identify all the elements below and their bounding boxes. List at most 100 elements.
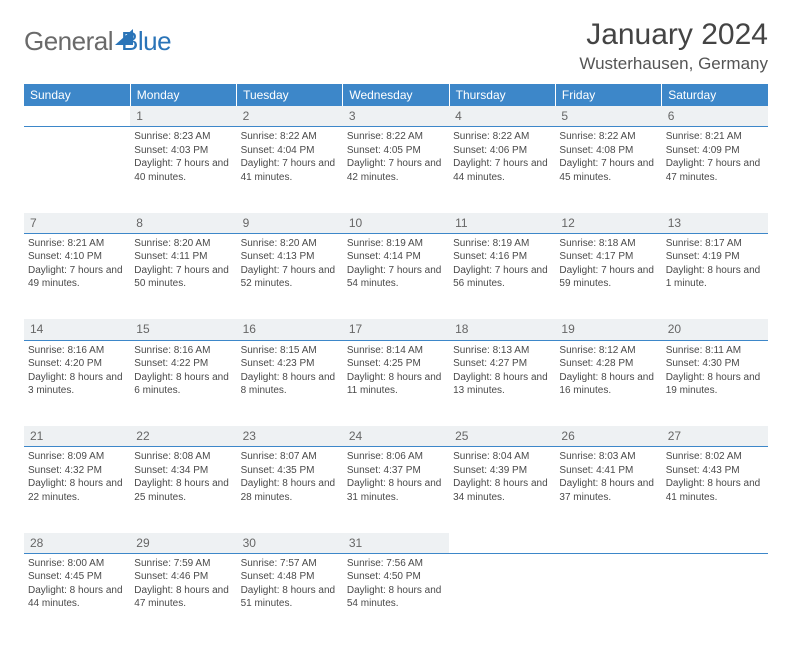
sunset-text: Sunset: 4:23 PM [241,357,339,371]
sunrise-text: Sunrise: 8:19 AM [347,237,445,251]
sunset-text: Sunset: 4:41 PM [559,464,657,478]
day-number: 8 [130,213,236,234]
sunrise-text: Sunrise: 8:23 AM [134,130,232,144]
daylight-text: Daylight: 7 hours and 59 minutes. [559,264,657,291]
daynum-row: 123456 [24,106,768,127]
day-cell: Sunrise: 8:22 AMSunset: 4:05 PMDaylight:… [343,127,449,213]
day-cell [555,553,661,639]
day-number: 6 [662,106,768,127]
sunset-text: Sunset: 4:20 PM [28,357,126,371]
daylight-text: Daylight: 8 hours and 47 minutes. [134,584,232,611]
sunset-text: Sunset: 4:25 PM [347,357,445,371]
daynum-row: 14151617181920 [24,319,768,340]
day-number: 27 [662,426,768,447]
sunrise-text: Sunrise: 8:21 AM [28,237,126,251]
day-number: 23 [237,426,343,447]
weekday-header: Friday [555,84,661,106]
daylight-text: Daylight: 7 hours and 54 minutes. [347,264,445,291]
day-cell: Sunrise: 8:21 AMSunset: 4:10 PMDaylight:… [24,233,130,319]
daynum-row: 21222324252627 [24,426,768,447]
day-number: 21 [24,426,130,447]
daylight-text: Daylight: 8 hours and 13 minutes. [453,371,551,398]
sunset-text: Sunset: 4:27 PM [453,357,551,371]
sunset-text: Sunset: 4:19 PM [666,250,764,264]
day-cell: Sunrise: 8:11 AMSunset: 4:30 PMDaylight:… [662,340,768,426]
calendar-table: Sunday Monday Tuesday Wednesday Thursday… [24,84,768,639]
sunset-text: Sunset: 4:39 PM [453,464,551,478]
sunset-text: Sunset: 4:34 PM [134,464,232,478]
day-number: 4 [449,106,555,127]
sunset-text: Sunset: 4:22 PM [134,357,232,371]
daylight-text: Daylight: 8 hours and 31 minutes. [347,477,445,504]
day-number: 15 [130,319,236,340]
daylight-text: Daylight: 8 hours and 34 minutes. [453,477,551,504]
day-cell: Sunrise: 8:19 AMSunset: 4:16 PMDaylight:… [449,233,555,319]
daylight-text: Daylight: 8 hours and 51 minutes. [241,584,339,611]
day-cell: Sunrise: 8:18 AMSunset: 4:17 PMDaylight:… [555,233,661,319]
sunrise-text: Sunrise: 8:19 AM [453,237,551,251]
day-cell: Sunrise: 8:12 AMSunset: 4:28 PMDaylight:… [555,340,661,426]
day-cell: Sunrise: 8:22 AMSunset: 4:08 PMDaylight:… [555,127,661,213]
sunrise-text: Sunrise: 8:17 AM [666,237,764,251]
day-cell: Sunrise: 8:03 AMSunset: 4:41 PMDaylight:… [555,447,661,533]
sunrise-text: Sunrise: 8:03 AM [559,450,657,464]
sunrise-text: Sunrise: 8:22 AM [347,130,445,144]
logo: General Blue [24,26,171,57]
day-cell: Sunrise: 7:59 AMSunset: 4:46 PMDaylight:… [130,553,236,639]
sunrise-text: Sunrise: 8:15 AM [241,344,339,358]
sunrise-text: Sunrise: 8:16 AM [28,344,126,358]
sunrise-text: Sunrise: 8:07 AM [241,450,339,464]
sunset-text: Sunset: 4:50 PM [347,570,445,584]
sunset-text: Sunset: 4:14 PM [347,250,445,264]
day-number: 28 [24,533,130,554]
daylight-text: Daylight: 7 hours and 41 minutes. [241,157,339,184]
day-cell [24,127,130,213]
sunrise-text: Sunrise: 8:22 AM [241,130,339,144]
daylight-text: Daylight: 8 hours and 3 minutes. [28,371,126,398]
day-cell: Sunrise: 8:14 AMSunset: 4:25 PMDaylight:… [343,340,449,426]
sunset-text: Sunset: 4:09 PM [666,144,764,158]
sunset-text: Sunset: 4:05 PM [347,144,445,158]
day-number: 19 [555,319,661,340]
day-cell: Sunrise: 8:00 AMSunset: 4:45 PMDaylight:… [24,553,130,639]
sunrise-text: Sunrise: 7:56 AM [347,557,445,571]
day-cell: Sunrise: 7:56 AMSunset: 4:50 PMDaylight:… [343,553,449,639]
day-cell: Sunrise: 8:06 AMSunset: 4:37 PMDaylight:… [343,447,449,533]
sunset-text: Sunset: 4:37 PM [347,464,445,478]
sunset-text: Sunset: 4:03 PM [134,144,232,158]
sunrise-text: Sunrise: 8:08 AM [134,450,232,464]
daylight-text: Daylight: 7 hours and 52 minutes. [241,264,339,291]
day-cell: Sunrise: 8:04 AMSunset: 4:39 PMDaylight:… [449,447,555,533]
sunrise-text: Sunrise: 7:59 AM [134,557,232,571]
day-cell: Sunrise: 8:07 AMSunset: 4:35 PMDaylight:… [237,447,343,533]
daylight-text: Daylight: 8 hours and 54 minutes. [347,584,445,611]
daylight-text: Daylight: 7 hours and 40 minutes. [134,157,232,184]
day-cell: Sunrise: 8:20 AMSunset: 4:13 PMDaylight:… [237,233,343,319]
day-cell: Sunrise: 8:23 AMSunset: 4:03 PMDaylight:… [130,127,236,213]
daylight-text: Daylight: 8 hours and 1 minute. [666,264,764,291]
sunset-text: Sunset: 4:04 PM [241,144,339,158]
daylight-text: Daylight: 8 hours and 25 minutes. [134,477,232,504]
sunrise-text: Sunrise: 8:14 AM [347,344,445,358]
week-content-row: Sunrise: 8:16 AMSunset: 4:20 PMDaylight:… [24,340,768,426]
sunrise-text: Sunrise: 8:11 AM [666,344,764,358]
sunset-text: Sunset: 4:43 PM [666,464,764,478]
location-label: Wusterhausen, Germany [579,54,768,74]
daylight-text: Daylight: 8 hours and 6 minutes. [134,371,232,398]
sunrise-text: Sunrise: 8:16 AM [134,344,232,358]
day-number: 10 [343,213,449,234]
sunset-text: Sunset: 4:35 PM [241,464,339,478]
daylight-text: Daylight: 8 hours and 16 minutes. [559,371,657,398]
weekday-header-row: Sunday Monday Tuesday Wednesday Thursday… [24,84,768,106]
day-cell: Sunrise: 8:19 AMSunset: 4:14 PMDaylight:… [343,233,449,319]
day-number: 25 [449,426,555,447]
day-number [449,533,555,554]
day-number: 14 [24,319,130,340]
sunset-text: Sunset: 4:45 PM [28,570,126,584]
sunset-text: Sunset: 4:16 PM [453,250,551,264]
day-number: 16 [237,319,343,340]
day-cell: Sunrise: 8:16 AMSunset: 4:22 PMDaylight:… [130,340,236,426]
day-number: 29 [130,533,236,554]
logo-text-general: General [24,26,113,57]
day-number: 12 [555,213,661,234]
